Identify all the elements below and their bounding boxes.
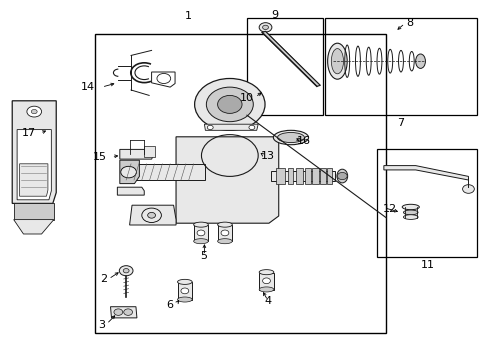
Text: 7: 7	[397, 118, 404, 128]
Circle shape	[181, 288, 188, 294]
Polygon shape	[262, 31, 320, 86]
Text: 10: 10	[239, 93, 253, 103]
Ellipse shape	[401, 204, 418, 210]
Polygon shape	[120, 149, 154, 159]
Circle shape	[194, 78, 264, 130]
Circle shape	[123, 309, 132, 315]
Ellipse shape	[403, 215, 417, 220]
Text: 15: 15	[92, 152, 106, 162]
Text: 16: 16	[297, 136, 311, 146]
Bar	[287, 168, 293, 184]
Bar	[177, 282, 192, 300]
Text: 11: 11	[420, 260, 434, 270]
Ellipse shape	[330, 49, 343, 74]
Circle shape	[221, 230, 228, 236]
Ellipse shape	[415, 54, 425, 68]
Polygon shape	[17, 130, 51, 200]
Ellipse shape	[177, 297, 192, 302]
Circle shape	[248, 125, 254, 130]
Polygon shape	[120, 160, 139, 184]
Ellipse shape	[277, 132, 304, 143]
Polygon shape	[176, 137, 278, 223]
Bar	[320, 168, 325, 184]
Bar	[120, 164, 205, 180]
Circle shape	[262, 278, 270, 284]
Ellipse shape	[177, 279, 192, 284]
Circle shape	[206, 87, 253, 122]
Circle shape	[119, 266, 133, 276]
Text: 6: 6	[166, 300, 173, 310]
Polygon shape	[14, 220, 54, 234]
Text: 14: 14	[81, 82, 95, 92]
Bar	[304, 168, 310, 184]
Ellipse shape	[193, 239, 208, 244]
Bar	[295, 168, 302, 184]
Text: 17: 17	[21, 128, 36, 138]
Bar	[217, 225, 232, 241]
Ellipse shape	[336, 169, 347, 183]
Bar	[259, 273, 273, 290]
Ellipse shape	[193, 222, 208, 227]
Bar	[271, 171, 334, 181]
Polygon shape	[110, 307, 137, 318]
Ellipse shape	[273, 130, 308, 145]
Polygon shape	[12, 101, 56, 203]
Circle shape	[147, 212, 155, 218]
Bar	[311, 168, 318, 184]
Text: 12: 12	[382, 204, 396, 214]
Circle shape	[142, 208, 161, 222]
Circle shape	[114, 309, 122, 315]
Text: 3: 3	[98, 320, 105, 330]
Text: 9: 9	[271, 10, 278, 20]
Text: 13: 13	[260, 150, 274, 161]
Polygon shape	[383, 166, 468, 180]
Text: 2: 2	[100, 274, 107, 284]
Circle shape	[27, 106, 41, 117]
Text: 1: 1	[184, 11, 191, 21]
Ellipse shape	[403, 210, 417, 215]
Circle shape	[259, 23, 271, 32]
Circle shape	[262, 25, 268, 30]
Bar	[325, 18, 476, 115]
Text: 5: 5	[200, 251, 207, 261]
Ellipse shape	[259, 270, 273, 275]
Ellipse shape	[327, 43, 346, 79]
Polygon shape	[129, 205, 176, 225]
Polygon shape	[117, 187, 144, 195]
Circle shape	[197, 230, 204, 236]
Circle shape	[123, 269, 129, 273]
Ellipse shape	[217, 222, 232, 227]
Ellipse shape	[259, 287, 273, 292]
Circle shape	[337, 172, 346, 180]
Bar	[95, 34, 386, 333]
Polygon shape	[14, 203, 54, 220]
Bar	[376, 149, 476, 257]
Circle shape	[462, 185, 473, 193]
Circle shape	[31, 109, 37, 114]
Bar	[326, 168, 331, 184]
Bar	[193, 225, 208, 241]
Bar	[144, 146, 155, 157]
Circle shape	[207, 125, 213, 130]
Text: 4: 4	[264, 296, 271, 306]
Circle shape	[121, 166, 136, 178]
Text: 8: 8	[405, 18, 412, 28]
Circle shape	[217, 95, 242, 113]
Bar	[246, 18, 322, 115]
Polygon shape	[20, 164, 48, 196]
Bar	[276, 168, 285, 184]
Ellipse shape	[217, 239, 232, 244]
Polygon shape	[204, 124, 258, 130]
